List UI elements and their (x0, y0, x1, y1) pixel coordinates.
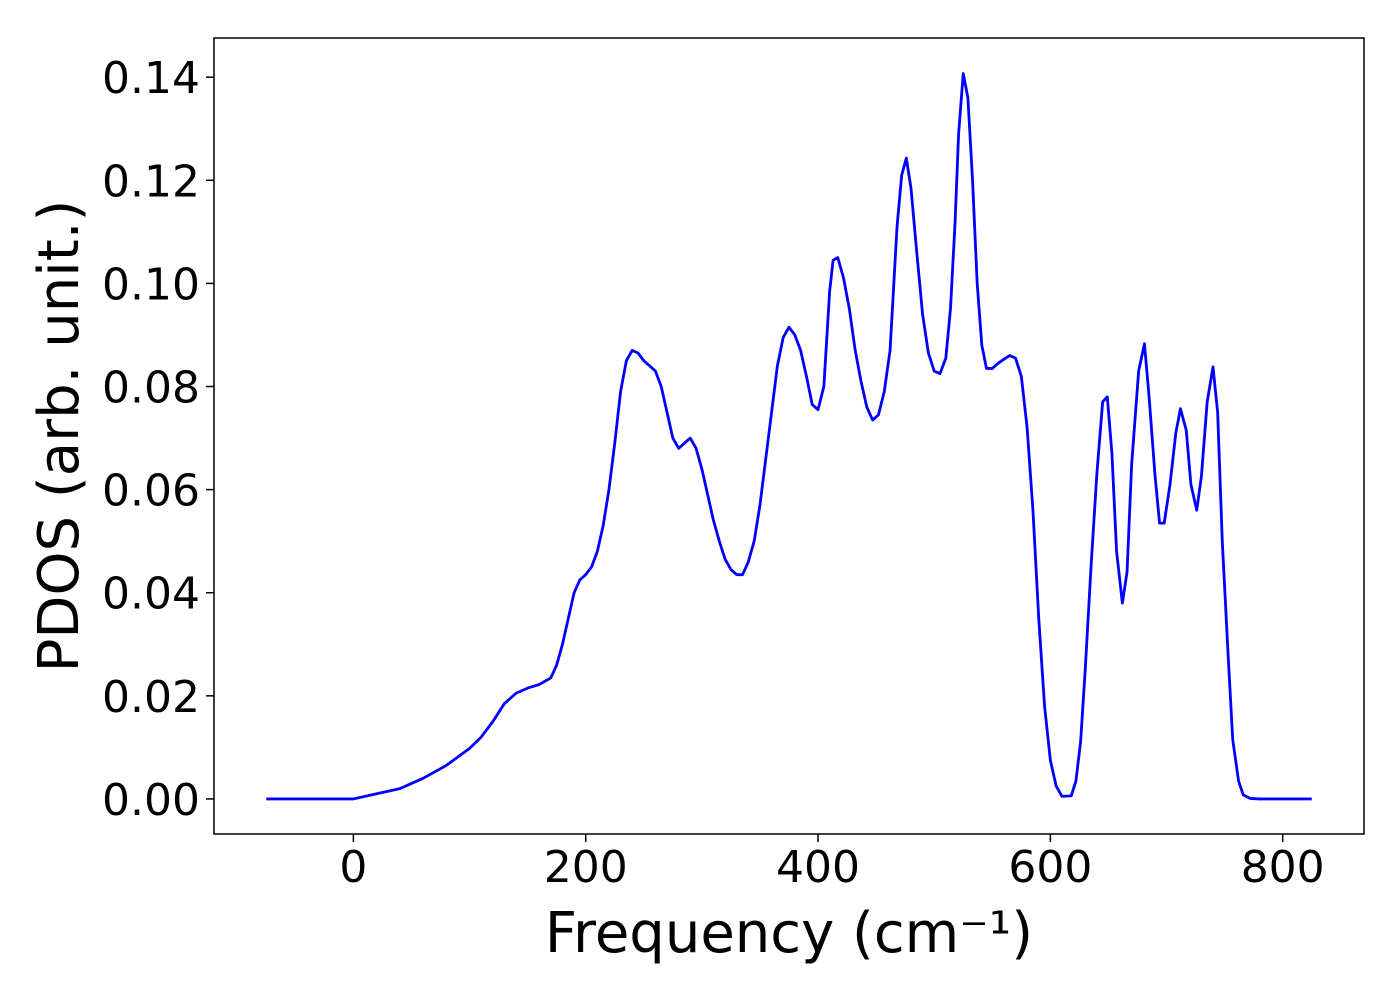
x-tick-label: 600 (1008, 842, 1092, 893)
y-tick-label: 0.10 (102, 259, 200, 310)
x-tick-label: 0 (339, 842, 367, 893)
y-tick-label: 0.06 (102, 466, 200, 517)
y-tick-label: 0.02 (102, 672, 200, 723)
y-tick-label: 0.04 (102, 569, 200, 620)
y-tick-label: 0.00 (102, 775, 200, 826)
y-axis-label: PDOS (arb. unit.) (27, 200, 92, 673)
y-tick-label: 0.14 (102, 53, 200, 104)
x-tick-label: 400 (776, 842, 860, 893)
x-tick-label: 200 (544, 842, 628, 893)
x-tick-label: 800 (1241, 842, 1325, 893)
data-line (266, 72, 1312, 801)
plot-frame (213, 37, 1365, 835)
y-tick-label: 0.08 (102, 363, 200, 414)
y-tick-label: 0.12 (102, 156, 200, 207)
x-axis-label: Frequency (cm⁻¹) (545, 901, 1033, 966)
